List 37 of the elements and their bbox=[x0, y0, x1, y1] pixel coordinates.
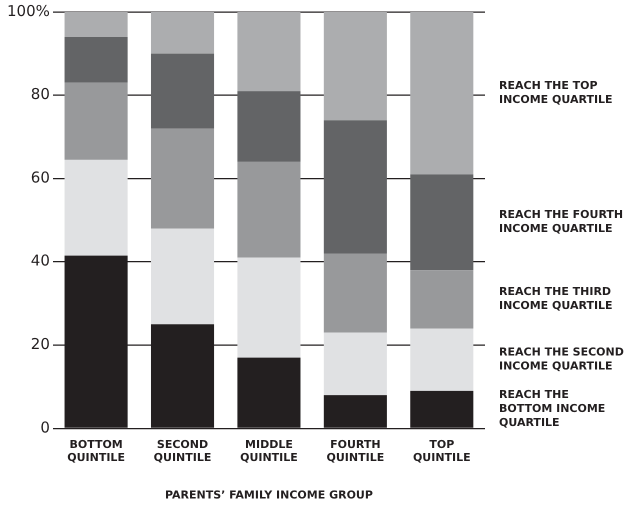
text: REACH THE THIRD INCOME QUARTILE bbox=[499, 285, 613, 312]
y-tick-label: 20 bbox=[30, 335, 50, 354]
bar bbox=[324, 120, 387, 254]
y-tick-label: 100% bbox=[6, 2, 50, 20]
bar bbox=[150, 54, 214, 129]
bar bbox=[237, 258, 300, 358]
y-tick-label: 40 bbox=[30, 252, 50, 270]
y-tick-label: 60 bbox=[30, 168, 50, 186]
x-tick-label: SECOND QUINTILE bbox=[154, 438, 212, 464]
bar bbox=[150, 12, 214, 54]
bar bbox=[64, 160, 128, 256]
x-axis-title: PARENTS’ FAMILY INCOME GROUP bbox=[164, 488, 373, 502]
bar bbox=[410, 174, 474, 270]
x-tick-label: FOURTH QUINTILE bbox=[326, 438, 384, 464]
text: REACH THE TOP INCOME QUARTILE bbox=[499, 79, 613, 106]
x-tick-label: MIDDLE QUINTILE bbox=[240, 438, 298, 464]
bar bbox=[64, 82, 128, 160]
text: REACH THE BOTTOM INCOME QUARTILE bbox=[499, 388, 606, 430]
bar bbox=[410, 328, 474, 391]
x-tick-label: BOTTOM QUINTILE bbox=[67, 438, 125, 464]
y-tick-label: 0 bbox=[40, 418, 50, 436]
bar bbox=[324, 254, 387, 333]
bar bbox=[410, 270, 474, 328]
text: REACH THE FOURTH INCOME QUARTILE bbox=[499, 208, 624, 236]
y-tick-label: 80 bbox=[30, 85, 50, 104]
bar bbox=[64, 12, 128, 37]
text: REACH THE SECOND INCOME QUARTILE bbox=[499, 346, 624, 373]
bar bbox=[237, 12, 300, 92]
bar bbox=[237, 162, 300, 258]
bar bbox=[150, 228, 214, 324]
x-tick-label: TOP QUINTILE bbox=[412, 438, 471, 464]
bar bbox=[324, 332, 387, 396]
bar bbox=[237, 91, 300, 162]
bar bbox=[324, 12, 387, 120]
bar bbox=[150, 128, 214, 229]
bar bbox=[64, 36, 128, 83]
bar bbox=[410, 12, 474, 174]
